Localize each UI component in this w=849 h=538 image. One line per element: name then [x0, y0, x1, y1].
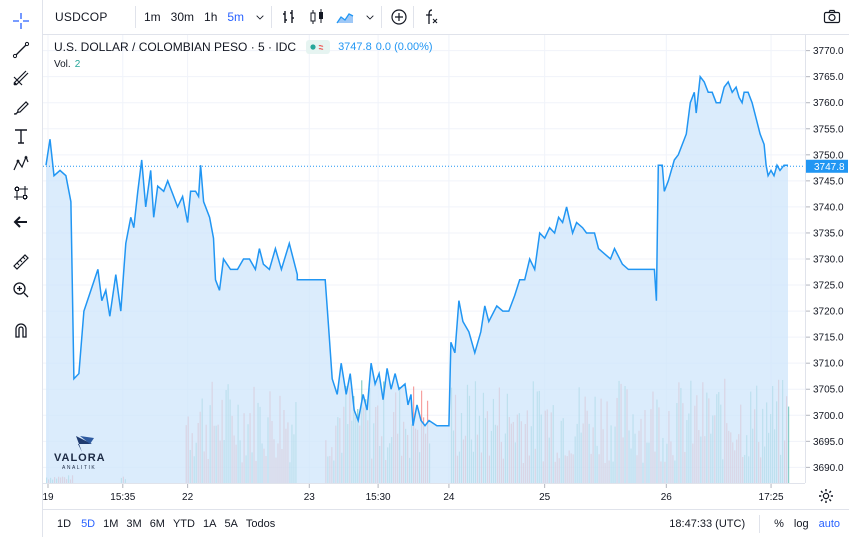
area-chart-type-icon[interactable]: [331, 0, 359, 34]
y-tick-label: 3735.0: [813, 228, 844, 239]
range-6m[interactable]: 6M: [149, 518, 165, 530]
percent-scale-toggle[interactable]: %: [774, 518, 784, 530]
interval-5m[interactable]: 5m: [227, 10, 245, 24]
back-arrow-icon[interactable]: [9, 210, 33, 234]
range-5d[interactable]: 5D: [81, 518, 96, 530]
y-tick-label: 3700.0: [813, 411, 844, 422]
x-tick-label: 19: [43, 492, 54, 503]
y-tick-label: 3755.0: [813, 124, 844, 135]
bar-chart-type-icon[interactable]: [272, 0, 303, 34]
y-tick-label: 3715.0: [813, 333, 844, 344]
divider: [413, 6, 415, 28]
logo-name: VALORA: [54, 452, 106, 464]
volume-bar: [788, 406, 790, 483]
volume-label: Vol.: [54, 59, 71, 70]
interval-30m[interactable]: 30m: [170, 10, 195, 24]
fib-tool-icon[interactable]: [9, 66, 33, 90]
y-tick-label: 3690.0: [813, 463, 844, 474]
x-tick-label: 15:35: [110, 492, 135, 503]
divider: [271, 6, 273, 28]
divider: [759, 515, 761, 533]
x-tick-label: 22: [182, 492, 194, 503]
svg-text:3747.8: 3747.8: [814, 162, 845, 173]
divider: [135, 6, 136, 28]
x-tick-label: 17:25: [759, 492, 784, 503]
candles-chart-type-icon[interactable]: [303, 0, 331, 34]
range-ytd[interactable]: YTD: [172, 518, 195, 530]
ruler-icon[interactable]: [9, 250, 33, 274]
magnet-icon[interactable]: [9, 318, 33, 342]
chart-legend: U.S. DOLLAR / COLOMBIAN PESO · 5 · IDC 3…: [54, 40, 433, 54]
legend-title: U.S. DOLLAR / COLOMBIAN PESO · 5 · IDC: [54, 40, 297, 54]
auto-scale-toggle[interactable]: auto: [818, 518, 840, 530]
y-tick-label: 3765.0: [813, 72, 844, 83]
chevron-down-icon[interactable]: [249, 0, 271, 34]
status-dots-icon: [310, 44, 324, 50]
legend-change: 0.0 (0.00%): [375, 41, 433, 53]
crosshair-icon[interactable]: [9, 9, 33, 33]
y-tick-label: 3725.0: [813, 281, 844, 292]
range-1a[interactable]: 1A: [202, 518, 217, 530]
brush-icon[interactable]: [9, 95, 33, 119]
pattern-icon[interactable]: [9, 152, 33, 176]
text-tool-icon[interactable]: [9, 124, 33, 148]
settings-gear-icon[interactable]: [817, 487, 835, 505]
log-scale-toggle[interactable]: log: [793, 518, 809, 530]
last-price-label: 3747.8: [806, 159, 848, 173]
range-1m[interactable]: 1M: [103, 518, 119, 530]
clock: 18:47:33 (UTC): [669, 518, 746, 530]
y-tick-label: 3705.0: [813, 385, 844, 396]
volume-value: 2: [74, 59, 81, 70]
divider: [381, 6, 383, 28]
top-toolbar: USDCOP 1m 30m 1h 5m: [43, 0, 849, 35]
volume-legend: Vol. 2: [54, 59, 80, 70]
zoom-in-icon[interactable]: [9, 278, 33, 302]
camera-icon[interactable]: [823, 8, 841, 26]
price-chart[interactable]: [43, 35, 805, 483]
legend-last-price: 3747.8: [338, 41, 372, 53]
y-tick-label: 3730.0: [813, 255, 844, 266]
y-tick-label: 3770.0: [813, 46, 844, 57]
price-area-fill: [46, 76, 788, 483]
x-tick-label: 26: [661, 492, 673, 503]
prediction-icon[interactable]: [9, 181, 33, 205]
x-tick-label: 23: [304, 492, 316, 503]
logo-subtitle: ANALITIK: [62, 465, 97, 471]
y-tick-label: 3745.0: [813, 176, 844, 187]
valora-logo: VALORA ANALITIK: [52, 432, 114, 483]
left-toolbar: [0, 0, 43, 537]
chevron-down-icon[interactable]: [359, 0, 381, 34]
interval-1h[interactable]: 1h: [204, 10, 218, 24]
price-axis[interactable]: 3690.0 3695.0 3700.0 3705.0 3710.0 3715.0 3720…: [805, 35, 849, 483]
y-tick-label: 3695.0: [813, 437, 844, 448]
x-tick-label: 15:30: [366, 492, 391, 503]
x-tick-label: 24: [443, 492, 455, 503]
range-3m[interactable]: 3M: [126, 518, 142, 530]
symbol-search[interactable]: USDCOP: [55, 10, 108, 24]
range-1d[interactable]: 1D: [57, 518, 72, 530]
y-tick-label: 3720.0: [813, 307, 844, 318]
time-axis[interactable]: 19 15:35 22 23 15:30 24 25 26 17:25: [43, 483, 805, 510]
indicators-fx-icon[interactable]: [414, 0, 445, 34]
range-5a[interactable]: 5A: [224, 518, 238, 530]
interval-1m[interactable]: 1m: [144, 10, 161, 24]
x-tick-label: 25: [539, 492, 551, 503]
y-tick-label: 3740.0: [813, 202, 844, 213]
compare-plus-icon[interactable]: [382, 0, 413, 34]
bottom-bar: 1D 5D 1M 3M 6M YTD 1A 5A Todos 18:47:33 (UTC) % …: [43, 509, 849, 538]
y-tick-label: 3710.0: [813, 359, 844, 370]
y-tick-label: 3750.0: [813, 150, 844, 161]
trend-line-icon[interactable]: [9, 38, 33, 62]
y-tick-label: 3760.0: [813, 98, 844, 109]
range-selector: 1D 5D 1M 3M 6M YTD 1A 5A Todos: [43, 518, 279, 530]
range-todos[interactable]: Todos: [245, 518, 276, 530]
market-status-badge[interactable]: [306, 40, 331, 54]
price-line: [45, 74, 788, 427]
